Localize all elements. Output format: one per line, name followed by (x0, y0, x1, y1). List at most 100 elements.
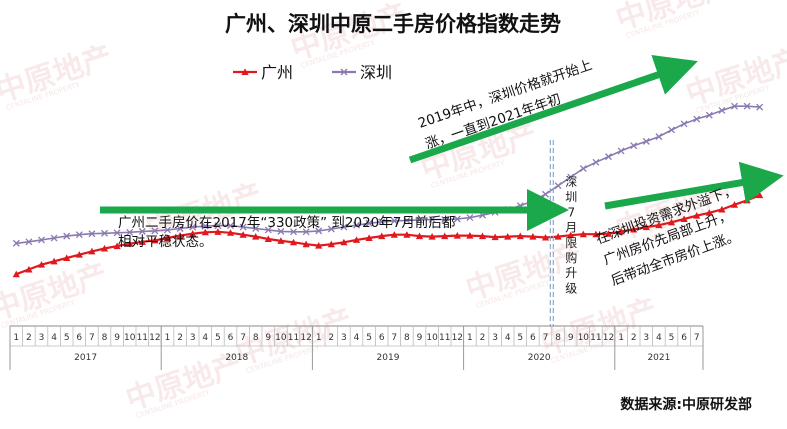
data-point (756, 191, 764, 199)
data-point (730, 201, 739, 208)
annotation-arrow (604, 161, 784, 210)
data-point (705, 111, 713, 119)
x-tick-label: 4 (51, 333, 57, 343)
x-tick-label: 8 (102, 333, 108, 343)
data-point (466, 232, 474, 239)
x-tick-label: 1 (165, 333, 171, 343)
x-tick-label: 9 (568, 333, 574, 343)
series-shenzhen (12, 102, 764, 247)
data-point (693, 212, 701, 219)
x-tick-label: 10 (124, 333, 136, 343)
data-point (630, 142, 638, 150)
data-point (138, 238, 146, 245)
x-tick-label: 5 (215, 333, 221, 343)
data-point (38, 236, 45, 244)
x-tick-label: 11 (590, 333, 601, 343)
vertical-marker-label-char: 深 (565, 175, 577, 189)
data-point (378, 218, 386, 226)
data-point (668, 126, 675, 134)
x-tick-label: 10 (275, 333, 287, 343)
data-point (390, 217, 398, 225)
data-point (315, 227, 323, 235)
x-tick-label: 4 (505, 333, 511, 343)
data-point (705, 209, 713, 216)
data-point (88, 230, 96, 238)
data-point (100, 244, 109, 252)
data-point (491, 233, 499, 241)
x-tick-label: 9 (417, 333, 423, 343)
data-point (516, 232, 524, 240)
data-point (163, 234, 172, 242)
data-point (731, 102, 738, 110)
vertical-marker-label-char: 购 (565, 250, 577, 265)
data-point (327, 225, 335, 233)
data-point (214, 228, 222, 235)
data-point (151, 227, 159, 235)
data-point (617, 227, 625, 235)
data-point (239, 223, 247, 231)
data-point (667, 218, 676, 226)
x-tick-label: 7 (694, 333, 700, 343)
data-point (227, 222, 234, 230)
data-point (226, 229, 235, 236)
x-tick-label: 7 (89, 333, 95, 343)
data-point (617, 147, 625, 155)
x-tick-label: 12 (603, 333, 614, 343)
data-point (541, 233, 550, 241)
data-point (327, 240, 335, 248)
data-point (554, 182, 562, 190)
data-point (680, 120, 688, 128)
source-note: 数据来源:中原研发部 (620, 396, 752, 413)
data-point (113, 229, 121, 237)
watermark-text: 中原地产 (0, 39, 117, 109)
data-point (264, 235, 272, 242)
x-tick-label: 10 (578, 333, 590, 343)
x-tick-label: 5 (64, 333, 70, 343)
data-point (403, 216, 411, 224)
x-tick-label: 11 (439, 333, 450, 343)
x-tick-label: 8 (404, 333, 410, 343)
x-tick-label: 3 (492, 333, 498, 343)
chart-title: 广州、深圳中原二手房价格指数走势 (225, 12, 561, 36)
annotation-arrow (408, 54, 698, 164)
data-point (441, 232, 449, 240)
data-point (604, 230, 613, 237)
vertical-marker-label-char: 圳 (565, 190, 577, 204)
x-tick-label: 5 (669, 333, 675, 343)
x-tick-label: 1 (467, 333, 473, 343)
data-point (453, 232, 461, 239)
data-point (63, 254, 71, 262)
x-tick-label: 12 (452, 333, 463, 343)
x-tick-label: 2 (26, 333, 32, 343)
x-tick-label: 6 (681, 333, 687, 343)
x-tick-label: 3 (341, 333, 347, 343)
legend-marker (241, 68, 249, 75)
data-point (365, 219, 373, 227)
data-point (352, 236, 361, 243)
data-point (353, 221, 360, 229)
x-tick-label: 8 (253, 333, 259, 343)
x-tick-label: 11 (137, 333, 148, 343)
vertical-marker-label-char: 升 (565, 266, 577, 280)
data-point (50, 234, 58, 242)
data-point (567, 231, 575, 239)
data-point (252, 232, 260, 240)
legend-marker (340, 68, 348, 76)
data-point (642, 223, 650, 231)
x-tick-label: 7 (240, 333, 246, 343)
data-point (592, 230, 600, 238)
data-point (655, 221, 663, 229)
data-point (466, 214, 474, 222)
data-point (75, 251, 83, 258)
x-tick-label: 3 (190, 333, 196, 343)
data-point (176, 225, 184, 232)
data-point (315, 242, 323, 249)
x-tick-label: 6 (228, 333, 234, 343)
x-tick-label: 7 (391, 333, 397, 343)
data-point (756, 103, 764, 111)
vertical-marker-label-char: 级 (565, 281, 577, 295)
